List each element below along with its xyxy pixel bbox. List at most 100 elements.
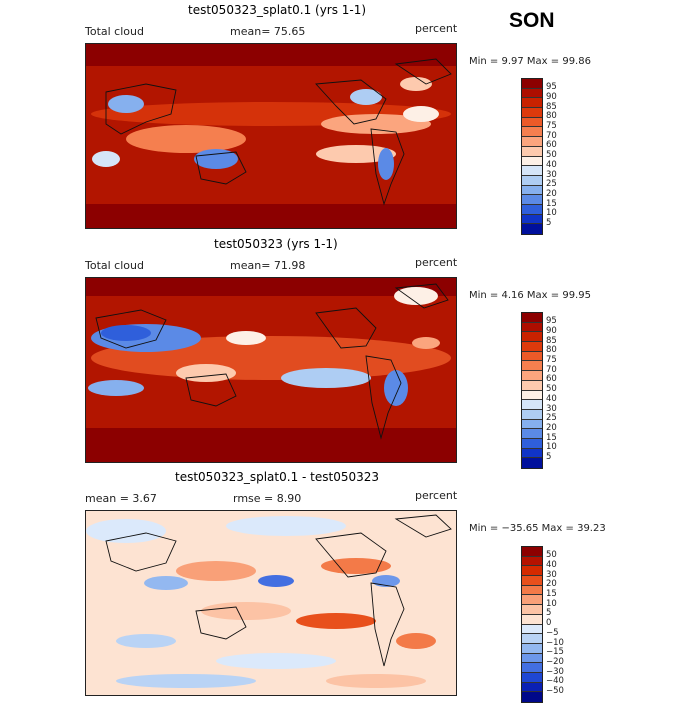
colorbar-label: 40 bbox=[546, 559, 557, 570]
colorbar-swatch bbox=[522, 419, 542, 430]
panel2-map bbox=[85, 277, 457, 463]
colorbar-swatch bbox=[522, 195, 542, 205]
panel1-mean-label: mean= 75.65 bbox=[230, 25, 306, 38]
colorbar-label: 10 bbox=[546, 442, 557, 453]
colorbar-label: 15 bbox=[546, 198, 557, 209]
colorbar-label: 70 bbox=[546, 130, 557, 141]
panel1-units-label: percent bbox=[415, 22, 458, 35]
colorbar-label: 25 bbox=[546, 179, 557, 190]
colorbar-label: 85 bbox=[546, 335, 557, 346]
panel2-title: test050323 (yrs 1-1) bbox=[214, 237, 338, 251]
colorbar-swatch bbox=[522, 409, 542, 420]
panel1-map-field bbox=[86, 44, 456, 228]
colorbar-label: −15 bbox=[546, 647, 564, 658]
colorbar-label: 0 bbox=[546, 618, 552, 629]
colorbar-swatch bbox=[522, 634, 542, 644]
panel3-rmse-label: rmse = 8.90 bbox=[233, 492, 302, 505]
colorbar-label: −10 bbox=[546, 637, 564, 648]
colorbar-swatch bbox=[522, 361, 542, 372]
colorbar-label: 90 bbox=[546, 325, 557, 336]
colorbar-label: 20 bbox=[546, 579, 557, 590]
panel1-colorbar bbox=[521, 78, 543, 235]
colorbar-label: −40 bbox=[546, 676, 564, 687]
colorbar-swatch bbox=[522, 605, 542, 615]
colorbar-label: 25 bbox=[546, 413, 557, 424]
colorbar-swatch bbox=[522, 380, 542, 391]
panel3-map bbox=[85, 510, 457, 696]
colorbar-label: 10 bbox=[546, 208, 557, 219]
season-label: SON bbox=[509, 9, 555, 32]
colorbar-swatch bbox=[522, 400, 542, 410]
colorbar-label: 20 bbox=[546, 188, 557, 199]
colorbar-label: 95 bbox=[546, 316, 557, 327]
panel3-units-label: percent bbox=[415, 489, 458, 502]
panel3-title: test050323_splat0.1 - test050323 bbox=[175, 470, 380, 484]
colorbar-label: 80 bbox=[546, 345, 557, 356]
panel3-colorbar bbox=[521, 546, 543, 703]
colorbar-swatch bbox=[522, 332, 542, 343]
colorbar-swatch bbox=[522, 643, 542, 654]
panel2-colorbar bbox=[521, 312, 543, 469]
panel1-map bbox=[85, 43, 457, 229]
colorbar-swatch bbox=[522, 313, 542, 323]
colorbar-label: −20 bbox=[546, 656, 564, 667]
colorbar-swatch bbox=[522, 204, 542, 215]
colorbar-label: 70 bbox=[546, 364, 557, 375]
colorbar-swatch bbox=[522, 653, 542, 664]
colorbar-swatch bbox=[522, 429, 542, 439]
panel2-minmax-label: Min = 4.16 Max = 99.95 bbox=[469, 290, 591, 301]
panel1-variable-label: Total cloud bbox=[85, 25, 144, 38]
colorbar-swatch bbox=[522, 556, 542, 567]
colorbar-swatch bbox=[522, 166, 542, 176]
colorbar-label: 40 bbox=[546, 159, 557, 170]
colorbar-label: −5 bbox=[546, 627, 559, 638]
panel1-minmax-label: Min = 9.97 Max = 99.86 bbox=[469, 56, 591, 67]
colorbar-label: 95 bbox=[546, 82, 557, 93]
colorbar-label: 40 bbox=[546, 393, 557, 404]
colorbar-swatch bbox=[522, 175, 542, 186]
colorbar-swatch bbox=[522, 672, 542, 683]
colorbar-label: 80 bbox=[546, 111, 557, 122]
colorbar-label: 30 bbox=[546, 169, 557, 180]
colorbar-label: 75 bbox=[546, 121, 557, 131]
colorbar-swatch bbox=[522, 79, 542, 89]
colorbar-label: 75 bbox=[546, 355, 557, 365]
colorbar-label: 5 bbox=[546, 452, 552, 462]
colorbar-label: 50 bbox=[546, 550, 557, 561]
colorbar-swatch bbox=[522, 692, 542, 702]
colorbar-label: 50 bbox=[546, 150, 557, 161]
colorbar-label: 30 bbox=[546, 569, 557, 580]
colorbar-swatch bbox=[522, 614, 542, 625]
colorbar-label: 50 bbox=[546, 384, 557, 395]
colorbar-label: 60 bbox=[546, 140, 557, 151]
colorbar-label: 5 bbox=[546, 218, 552, 228]
panel2-mean-label: mean= 71.98 bbox=[230, 259, 306, 272]
colorbar-swatch bbox=[522, 351, 542, 362]
colorbar-swatch bbox=[522, 108, 542, 118]
colorbar-label: 30 bbox=[546, 403, 557, 414]
panel2-map-field bbox=[86, 278, 456, 462]
colorbar-label: 15 bbox=[546, 432, 557, 443]
colorbar-label: 60 bbox=[546, 374, 557, 385]
colorbar-swatch bbox=[522, 342, 542, 352]
colorbar-swatch bbox=[522, 576, 542, 586]
colorbar-label: −30 bbox=[546, 666, 564, 677]
colorbar-swatch bbox=[522, 185, 542, 196]
colorbar-label: 15 bbox=[546, 589, 557, 599]
panel3-minmax-label: Min = −35.65 Max = 39.23 bbox=[469, 523, 606, 534]
colorbar-swatch bbox=[522, 438, 542, 449]
colorbar-swatch bbox=[522, 682, 542, 693]
colorbar-swatch bbox=[522, 224, 542, 234]
panel2-units-label: percent bbox=[415, 256, 458, 269]
panel1-title: test050323_splat0.1 (yrs 1-1) bbox=[188, 3, 367, 17]
colorbar-swatch bbox=[522, 547, 542, 557]
colorbar-label: 5 bbox=[546, 608, 552, 619]
colorbar-swatch bbox=[522, 322, 542, 333]
colorbar-label: 85 bbox=[546, 101, 557, 112]
colorbar-swatch bbox=[522, 458, 542, 468]
colorbar-swatch bbox=[522, 390, 542, 401]
colorbar-swatch bbox=[522, 117, 542, 128]
colorbar-swatch bbox=[522, 595, 542, 606]
colorbar-swatch bbox=[522, 137, 542, 147]
colorbar-swatch bbox=[522, 663, 542, 673]
